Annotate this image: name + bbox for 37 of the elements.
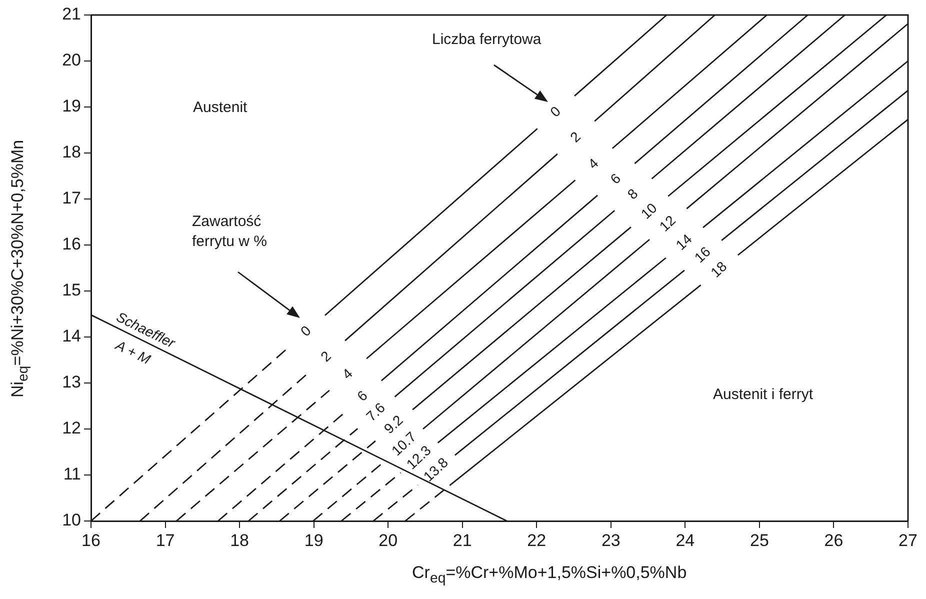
annotation: 4 [338, 365, 356, 382]
x-tick-label: 25 [750, 530, 769, 550]
annotation: Zawartość ferrytu w % [192, 212, 268, 252]
annotation: 6 [607, 170, 624, 188]
annotation: 2 [566, 128, 584, 146]
y-tick-label: 10 [62, 510, 81, 530]
annotation: 8 [624, 185, 641, 202]
y-tick-label: 19 [62, 96, 81, 116]
x-tick-label: 20 [378, 530, 398, 550]
annotation: Austenit i ferryt [713, 385, 814, 405]
annotation: Liczba ferrytowa [432, 30, 542, 50]
y-tick-label: 11 [63, 464, 81, 484]
y-tick-label: 12 [62, 418, 81, 438]
annotation: 4 [584, 154, 602, 172]
x-tick-label: 21 [452, 530, 472, 550]
x-tick-label: 17 [156, 530, 175, 550]
x-tick-label: 18 [230, 530, 250, 550]
x-axis-title: Cr$_{eq}$=%Cr+%Mo+1,5%Si+%0,5%Nb [412, 563, 687, 586]
annotation: 2 [317, 348, 334, 365]
annotation: Austenit [193, 98, 248, 118]
y-tick-label: 13 [62, 372, 81, 392]
x-tick-label: 24 [676, 530, 695, 550]
x-tick-label: 27 [898, 530, 918, 550]
y-tick-label: 17 [62, 188, 81, 208]
x-tick-label: 26 [824, 530, 844, 550]
y-tick-label: 14 [62, 326, 81, 346]
y-tick-label: 21 [62, 4, 81, 24]
y-tick-label: 18 [62, 142, 81, 162]
annotation: 0 [297, 322, 314, 340]
y-tick-label: 15 [62, 280, 81, 300]
x-tick-label: 19 [304, 530, 324, 550]
x-tick-label: 23 [601, 530, 620, 550]
annotation: 0 [546, 102, 564, 120]
x-tick-label: 22 [527, 530, 546, 550]
x-tick-label: 16 [82, 530, 100, 550]
y-tick-label: 16 [62, 234, 81, 254]
y-tick-label: 20 [62, 50, 81, 70]
